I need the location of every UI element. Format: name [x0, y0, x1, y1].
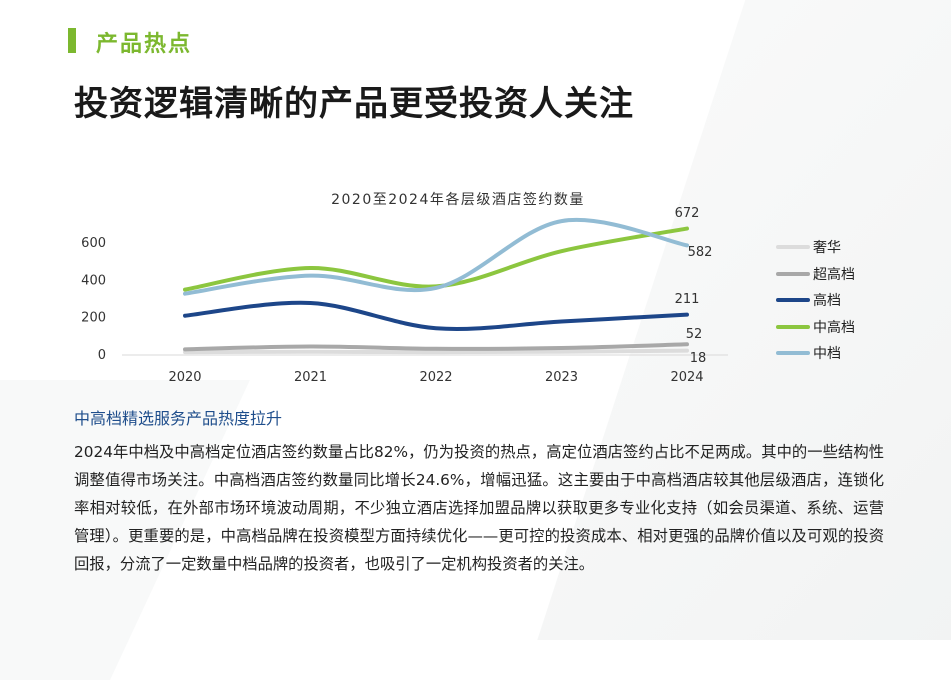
body-paragraph: 2024年中档及中高档定位酒店签约数量占比82%，仍为投资的热点，高定位酒店签约…: [74, 438, 884, 578]
legend-swatch: [776, 351, 810, 355]
x-tick-label: 2021: [294, 370, 327, 385]
data-label: 672: [675, 206, 700, 221]
chart-legend: 奢华超高档高档中高档中档: [776, 234, 855, 367]
data-label: 52: [686, 327, 703, 342]
legend-item: 中档: [776, 340, 855, 367]
data-label: 211: [675, 292, 700, 307]
legend-swatch: [776, 272, 810, 276]
legend-swatch: [776, 298, 810, 302]
legend-label: 中高档: [813, 317, 855, 337]
series-line-1: [185, 344, 687, 349]
legend-item: 奢华: [776, 234, 855, 261]
legend-label: 奢华: [813, 237, 841, 257]
y-tick-label: 600: [81, 236, 106, 251]
x-tick-label: 2024: [670, 370, 703, 385]
chart-title: 2020至2024年各层级酒店签约数量: [331, 191, 585, 208]
y-tick-label: 200: [81, 311, 106, 326]
y-tick-label: 400: [81, 273, 106, 288]
legend-swatch: [776, 245, 810, 249]
legend-item: 高档: [776, 287, 855, 314]
data-label: 582: [688, 245, 713, 260]
x-tick-label: 2022: [419, 370, 452, 385]
series-line-0: [185, 351, 687, 352]
section-subtitle: 中高档精选服务产品热度拉升: [74, 405, 282, 429]
y-tick-label: 0: [98, 348, 106, 363]
legend-swatch: [776, 325, 810, 329]
series-line-2: [185, 303, 687, 329]
legend-item: 超高档: [776, 261, 855, 288]
legend-item: 中高档: [776, 314, 855, 341]
data-label: 18: [690, 351, 707, 366]
legend-label: 高档: [813, 290, 841, 310]
x-tick-label: 2020: [168, 370, 201, 385]
legend-label: 超高档: [813, 264, 855, 284]
legend-label: 中档: [813, 343, 841, 363]
x-tick-label: 2023: [545, 370, 578, 385]
series-line-4: [185, 220, 687, 294]
